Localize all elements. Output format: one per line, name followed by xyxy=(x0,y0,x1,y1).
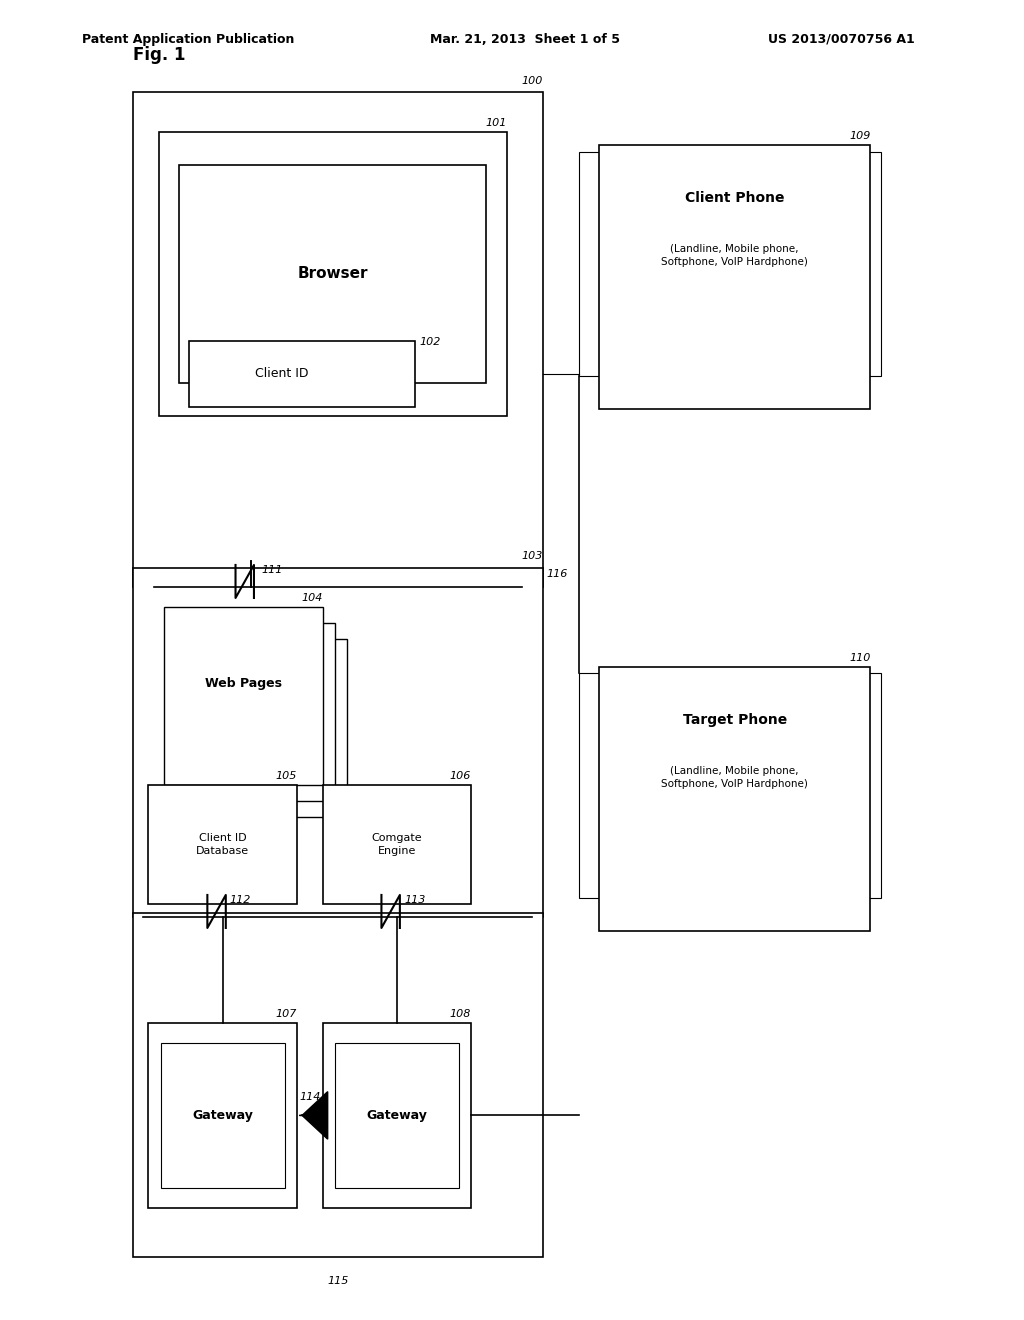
Text: 106: 106 xyxy=(450,771,471,781)
Bar xyxy=(148,1023,297,1208)
Text: 103: 103 xyxy=(521,550,543,561)
Text: 114: 114 xyxy=(299,1092,321,1102)
Text: 111: 111 xyxy=(261,565,283,576)
Bar xyxy=(323,785,471,904)
Text: Mar. 21, 2013  Sheet 1 of 5: Mar. 21, 2013 Sheet 1 of 5 xyxy=(430,33,621,46)
Text: 109: 109 xyxy=(849,131,870,141)
Bar xyxy=(579,152,881,376)
Bar xyxy=(335,1043,459,1188)
Bar xyxy=(599,145,870,409)
Text: Gateway: Gateway xyxy=(193,1109,253,1122)
Polygon shape xyxy=(302,1092,328,1139)
Bar xyxy=(148,785,297,904)
Text: 115: 115 xyxy=(328,1276,348,1287)
Bar xyxy=(133,568,543,917)
Text: Gateway: Gateway xyxy=(367,1109,427,1122)
Text: 102: 102 xyxy=(420,337,441,347)
Text: 110: 110 xyxy=(849,652,870,663)
Text: (Landline, Mobile phone,
Softphone, VoIP Hardphone): (Landline, Mobile phone, Softphone, VoIP… xyxy=(662,244,808,268)
Bar xyxy=(179,165,486,383)
Text: Web Pages: Web Pages xyxy=(205,677,282,689)
Text: Client Phone: Client Phone xyxy=(685,191,784,206)
Text: 101: 101 xyxy=(485,117,507,128)
Text: 104: 104 xyxy=(301,593,323,603)
Text: US 2013/0070756 A1: US 2013/0070756 A1 xyxy=(768,33,914,46)
Bar xyxy=(323,1023,471,1208)
Text: Target Phone: Target Phone xyxy=(683,713,786,727)
Bar xyxy=(189,341,415,407)
Bar xyxy=(133,913,543,1257)
Bar xyxy=(164,607,323,785)
Text: Fig. 1: Fig. 1 xyxy=(133,46,185,65)
Text: 108: 108 xyxy=(450,1008,471,1019)
Text: 113: 113 xyxy=(403,895,425,906)
Text: 107: 107 xyxy=(275,1008,297,1019)
Bar xyxy=(579,673,881,898)
Bar xyxy=(159,132,507,416)
Text: Client ID
Database: Client ID Database xyxy=(197,833,249,857)
Bar xyxy=(188,639,347,817)
Bar xyxy=(599,667,870,931)
Text: 100: 100 xyxy=(521,75,543,86)
Text: Patent Application Publication: Patent Application Publication xyxy=(82,33,294,46)
Text: Client ID: Client ID xyxy=(255,367,308,380)
Text: Comgate
Engine: Comgate Engine xyxy=(372,833,422,857)
Text: 105: 105 xyxy=(275,771,297,781)
Text: Browser: Browser xyxy=(298,267,368,281)
Text: (Landline, Mobile phone,
Softphone, VoIP Hardphone): (Landline, Mobile phone, Softphone, VoIP… xyxy=(662,766,808,789)
Bar xyxy=(176,623,335,801)
Text: 116: 116 xyxy=(547,569,568,579)
Bar xyxy=(133,92,543,587)
Text: 112: 112 xyxy=(229,895,251,906)
Bar xyxy=(161,1043,285,1188)
